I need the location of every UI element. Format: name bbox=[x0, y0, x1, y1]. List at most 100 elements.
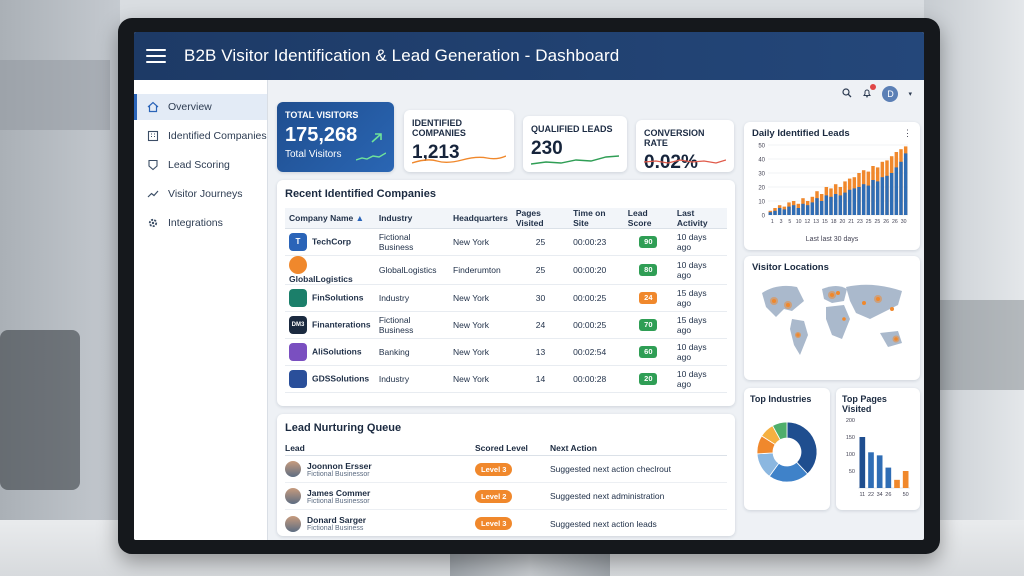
sidebar-item-overview[interactable]: Overview bbox=[134, 94, 267, 120]
sparkline bbox=[412, 155, 506, 164]
list-item[interactable]: Donard Sarger Fictional Business Level 3 … bbox=[285, 510, 727, 537]
table-row[interactable]: AliSolutions Banking New York 13 00:02:54 … bbox=[285, 338, 727, 366]
kpi-qualified-leads[interactable]: QUALIFIED LEADS 230 bbox=[523, 116, 627, 172]
bar bbox=[880, 177, 885, 215]
bar bbox=[838, 195, 843, 215]
table-row[interactable]: T TechCorp Fictional Business New York 25 0… bbox=[285, 228, 727, 256]
y-tick-label: 100 bbox=[846, 452, 855, 458]
sidebar-item-integrations[interactable]: Integrations bbox=[134, 210, 267, 236]
kpi-value: 175,268 bbox=[285, 124, 358, 146]
next-action: Suggested next administration bbox=[550, 491, 665, 501]
kpi-conversion-rate[interactable]: CONVERSION RATE 0.02% bbox=[636, 120, 734, 173]
bar bbox=[810, 202, 815, 215]
kpi-title: IDENTIFIED COMPANIES bbox=[412, 118, 466, 138]
avatar bbox=[285, 488, 301, 504]
alisolutions-logo-icon bbox=[289, 343, 307, 361]
top-industries-card: Top Industries bbox=[744, 388, 830, 510]
bar bbox=[903, 153, 908, 215]
main-content: D ▾ TOTAL VISITORS 175,268 Total Visitor… bbox=[268, 80, 924, 540]
y-tick-label: 200 bbox=[846, 418, 855, 424]
pie-slice bbox=[786, 421, 818, 475]
x-tick-label: 25 bbox=[866, 219, 872, 225]
bar bbox=[773, 210, 777, 215]
bar bbox=[859, 437, 866, 488]
next-action: Suggested next action leads bbox=[550, 518, 657, 529]
x-tick-label: 26 bbox=[885, 492, 891, 498]
x-tick-label: 25 bbox=[874, 219, 880, 225]
background-shelf bbox=[0, 60, 110, 130]
notification-bell-icon[interactable] bbox=[862, 84, 877, 101]
kpi-value: 230 bbox=[531, 138, 563, 159]
table-row[interactable]: FinSolutions Industry New York 30 00:00:25… bbox=[285, 284, 727, 312]
sidebar: Overview Identified Companies Lead Scori… bbox=[134, 80, 268, 540]
column-header-score[interactable]: Lead Score bbox=[623, 208, 673, 229]
table-row[interactable]: GlobalLogistics GlobalLogistics Finderumt… bbox=[285, 255, 727, 285]
lead-score-badge: 24 bbox=[639, 292, 658, 304]
sidebar-item-label: Overview bbox=[168, 101, 212, 113]
level-badge: Level 2 bbox=[475, 489, 513, 503]
column-header-company[interactable]: Company Name ▲ bbox=[285, 208, 375, 229]
sidebar-item-identified-companies[interactable]: Identified Companies bbox=[134, 123, 267, 149]
x-tick-label: 1 bbox=[771, 219, 774, 225]
sort-asc-icon: ▲ bbox=[355, 213, 365, 223]
x-tick-label: 5 bbox=[788, 219, 791, 225]
x-tick-label: 23 bbox=[857, 219, 863, 225]
table-row[interactable]: GDSSolutions Industry New York 14 00:00:28… bbox=[285, 365, 727, 393]
background-right bbox=[924, 0, 1024, 576]
bar bbox=[889, 173, 894, 215]
level-badge: Level 3 bbox=[475, 462, 513, 476]
more-options-icon[interactable]: ⋮ bbox=[903, 128, 912, 138]
list-item[interactable]: James Commer Fictional Businessor Level 2… bbox=[285, 483, 727, 510]
top-pages-card: Top Pages Visited 50 100 150 200 11 22 34 26 50 bbox=[836, 388, 920, 510]
bar bbox=[833, 194, 838, 215]
bar bbox=[782, 209, 787, 215]
sidebar-item-visitor-journeys[interactable]: Visitor Journeys bbox=[134, 181, 267, 207]
home-icon bbox=[146, 100, 160, 114]
kpi-total-visitors[interactable]: TOTAL VISITORS 175,268 Total Visitors bbox=[277, 102, 394, 172]
bar bbox=[819, 201, 824, 215]
column-header-activity[interactable]: Last Activity bbox=[672, 208, 727, 229]
section-title: Recent Identified Companies bbox=[285, 188, 436, 200]
hamburger-menu-icon[interactable] bbox=[146, 49, 166, 63]
list-item[interactable]: Joonnon Ersser Fictional Businessor Level… bbox=[285, 456, 727, 483]
bar bbox=[868, 452, 874, 488]
kpi-identified-companies[interactable]: IDENTIFIED COMPANIES 1,213 bbox=[404, 110, 514, 172]
table-row[interactable]: DM3 Finanterations Fictional Business New … bbox=[285, 311, 727, 339]
bar bbox=[866, 185, 871, 215]
column-header-headquarters[interactable]: Headquarters bbox=[449, 208, 512, 229]
bar bbox=[805, 205, 810, 215]
x-tick-label: 13 bbox=[813, 219, 819, 225]
search-icon[interactable] bbox=[842, 87, 852, 101]
bar bbox=[796, 208, 801, 215]
bar bbox=[815, 198, 819, 215]
column-header-lead: Lead bbox=[285, 442, 305, 453]
trend-icon bbox=[146, 187, 160, 201]
chevron-down-icon[interactable]: ▾ bbox=[908, 91, 912, 98]
monitor: B2B Visitor Identification & Lead Genera… bbox=[118, 18, 940, 554]
bar bbox=[768, 212, 773, 215]
column-header-industry[interactable]: Industry bbox=[374, 208, 450, 229]
arrow-up-right-icon bbox=[371, 133, 382, 143]
avatar[interactable]: D bbox=[882, 86, 899, 102]
bar bbox=[875, 181, 880, 215]
finsolutions-logo-icon bbox=[289, 289, 307, 307]
column-header-time[interactable]: Time on Site bbox=[569, 208, 624, 229]
sidebar-item-label: Lead Scoring bbox=[168, 159, 230, 171]
pie-slice bbox=[772, 421, 788, 441]
x-tick-label: 21 bbox=[848, 219, 854, 225]
column-header-pages[interactable]: Pages Visited bbox=[511, 208, 570, 229]
next-action: Suggested next action checlrout bbox=[550, 464, 671, 474]
top-pages-chart: 50 100 150 200 11 22 34 26 50 bbox=[846, 418, 910, 498]
kpi-title: QUALIFIED LEADS bbox=[531, 124, 613, 134]
section-title: Top Pages Visited bbox=[842, 394, 887, 414]
x-tick-label: 10 bbox=[796, 219, 802, 225]
x-tick-label: 30 bbox=[901, 219, 907, 225]
sidebar-item-lead-scoring[interactable]: Lead Scoring bbox=[134, 152, 267, 178]
bar bbox=[894, 167, 899, 215]
x-tick-label: 15 bbox=[822, 219, 828, 225]
bar bbox=[894, 479, 900, 488]
x-tick-label: 3 bbox=[780, 219, 783, 225]
chart-footer: Last last 30 days bbox=[805, 236, 859, 243]
x-tick-label: 22 bbox=[868, 492, 874, 498]
